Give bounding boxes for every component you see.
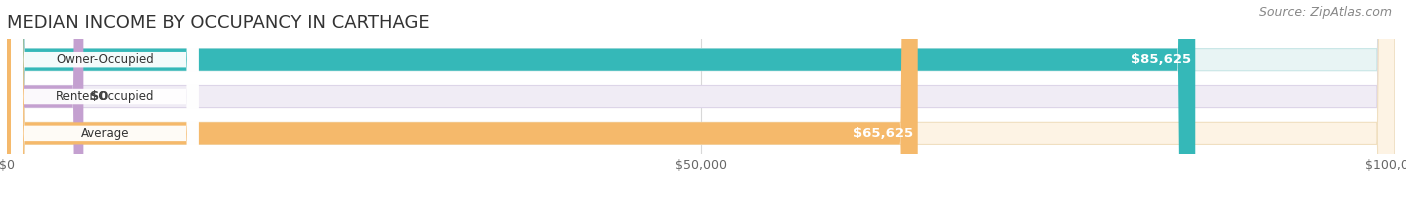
Text: $65,625: $65,625 bbox=[853, 127, 914, 140]
Text: Average: Average bbox=[80, 127, 129, 140]
Text: $85,625: $85,625 bbox=[1130, 53, 1191, 66]
FancyBboxPatch shape bbox=[11, 0, 198, 197]
Text: Source: ZipAtlas.com: Source: ZipAtlas.com bbox=[1258, 6, 1392, 19]
Text: MEDIAN INCOME BY OCCUPANCY IN CARTHAGE: MEDIAN INCOME BY OCCUPANCY IN CARTHAGE bbox=[7, 14, 430, 32]
FancyBboxPatch shape bbox=[7, 0, 918, 197]
FancyBboxPatch shape bbox=[11, 0, 198, 197]
FancyBboxPatch shape bbox=[7, 0, 1395, 197]
FancyBboxPatch shape bbox=[11, 0, 198, 197]
Text: $0: $0 bbox=[90, 90, 108, 103]
FancyBboxPatch shape bbox=[7, 0, 1395, 197]
Text: Renter-Occupied: Renter-Occupied bbox=[56, 90, 155, 103]
Text: Owner-Occupied: Owner-Occupied bbox=[56, 53, 153, 66]
FancyBboxPatch shape bbox=[7, 0, 1395, 197]
FancyBboxPatch shape bbox=[7, 0, 83, 197]
FancyBboxPatch shape bbox=[7, 0, 1195, 197]
